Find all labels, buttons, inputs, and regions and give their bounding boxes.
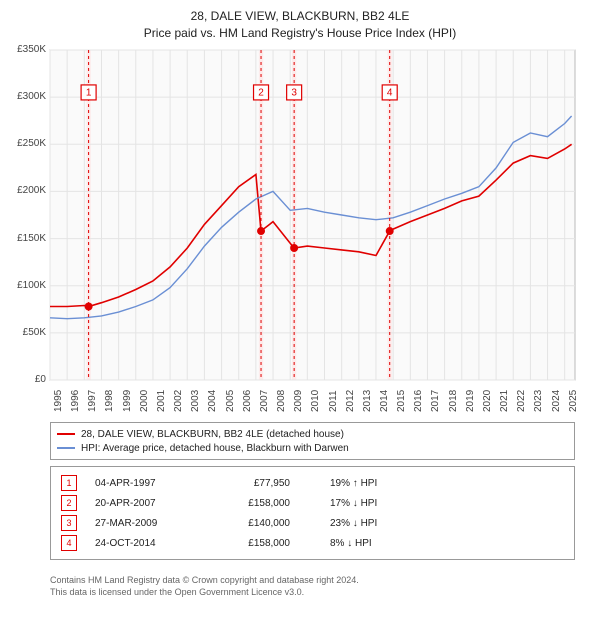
x-tick-label: 2000 [139,390,150,412]
svg-text:4: 4 [387,87,393,98]
x-tick-label: 2022 [516,390,527,412]
y-tick-label: £100K [17,280,46,291]
y-tick-label: £200K [17,185,46,196]
footer-line1: Contains HM Land Registry data © Crown c… [50,575,359,587]
legend-label: 28, DALE VIEW, BLACKBURN, BB2 4LE (detac… [81,429,344,440]
y-tick-label: £50K [23,327,46,338]
x-tick-label: 2004 [207,390,218,412]
y-tick-label: £250K [17,138,46,149]
event-delta: 23% ↓ HPI [330,518,377,529]
x-tick-label: 2012 [345,390,356,412]
x-tick-label: 2024 [551,390,562,412]
event-row: 3 27-MAR-2009£140,000 23% ↓ HPI [61,513,564,533]
x-tick-label: 2002 [173,390,184,412]
x-tick-label: 2005 [225,390,236,412]
legend-label: HPI: Average price, detached house, Blac… [81,443,349,454]
event-row: 1 04-APR-1997£77,950 19% ↑ HPI [61,473,564,493]
svg-text:3: 3 [291,87,297,98]
x-tick-label: 2014 [379,390,390,412]
x-tick-label: 2025 [568,390,579,412]
y-tick-label: £150K [17,233,46,244]
legend-item: 28, DALE VIEW, BLACKBURN, BB2 4LE (detac… [57,427,568,441]
event-delta: 17% ↓ HPI [330,498,377,509]
x-tick-label: 1995 [53,390,64,412]
event-row: 4 24-OCT-2014£158,000 8% ↓ HPI [61,533,564,553]
y-tick-label: £0 [35,374,46,385]
x-tick-label: 2008 [276,390,287,412]
event-date: 24-OCT-2014 [95,538,210,549]
x-tick-label: 2019 [465,390,476,412]
event-price: £158,000 [210,498,290,509]
event-marker: 4 [61,535,77,551]
svg-text:1: 1 [86,87,92,98]
y-tick-label: £350K [17,44,46,55]
x-tick-label: 1997 [87,390,98,412]
footer-line2: This data is licensed under the Open Gov… [50,587,359,599]
x-tick-label: 1999 [122,390,133,412]
x-tick-label: 1998 [104,390,115,412]
event-date: 27-MAR-2009 [95,518,210,529]
x-tick-label: 2007 [259,390,270,412]
event-delta: 19% ↑ HPI [330,478,377,489]
y-tick-label: £300K [17,91,46,102]
chart-svg: 1 2 3 4 [0,0,600,420]
event-price: £158,000 [210,538,290,549]
svg-text:2: 2 [258,87,264,98]
x-tick-label: 2006 [242,390,253,412]
legend-item: HPI: Average price, detached house, Blac… [57,441,568,455]
x-tick-label: 2020 [482,390,493,412]
x-tick-label: 2021 [499,390,510,412]
x-tick-label: 1996 [70,390,81,412]
chart-container: 28, DALE VIEW, BLACKBURN, BB2 4LE Price … [0,0,600,620]
event-row: 2 20-APR-2007£158,000 17% ↓ HPI [61,493,564,513]
events-box: 1 04-APR-1997£77,950 19% ↑ HPI 2 20-APR-2007… [50,466,575,560]
legend-box: 28, DALE VIEW, BLACKBURN, BB2 4LE (detac… [50,422,575,460]
legend-swatch [57,447,75,449]
event-marker: 2 [61,495,77,511]
x-tick-label: 2018 [448,390,459,412]
x-tick-label: 2016 [413,390,424,412]
event-marker: 3 [61,515,77,531]
event-date: 20-APR-2007 [95,498,210,509]
x-tick-label: 2023 [533,390,544,412]
footer-text: Contains HM Land Registry data © Crown c… [50,575,359,598]
x-tick-label: 2013 [362,390,373,412]
event-date: 04-APR-1997 [95,478,210,489]
event-price: £140,000 [210,518,290,529]
event-price: £77,950 [210,478,290,489]
x-tick-label: 2011 [328,390,339,412]
x-tick-label: 2001 [156,390,167,412]
x-tick-label: 2003 [190,390,201,412]
x-tick-label: 2009 [293,390,304,412]
x-tick-label: 2015 [396,390,407,412]
legend-swatch [57,433,75,435]
x-tick-label: 2010 [310,390,321,412]
event-marker: 1 [61,475,77,491]
event-delta: 8% ↓ HPI [330,538,372,549]
x-tick-label: 2017 [430,390,441,412]
